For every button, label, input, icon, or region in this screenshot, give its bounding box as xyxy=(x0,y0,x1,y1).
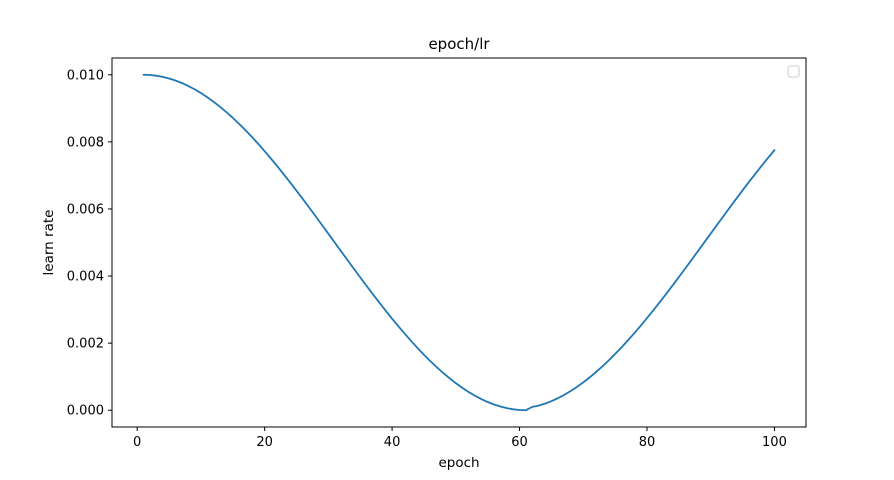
legend-box xyxy=(787,65,800,78)
series-line xyxy=(142,73,776,412)
plot-frame xyxy=(111,57,807,428)
x-tick-label: 100 xyxy=(762,435,787,450)
y-tick-label: 0.006 xyxy=(67,202,104,217)
y-tick-label: 0.010 xyxy=(67,68,104,83)
x-tick-label: 60 xyxy=(511,435,528,450)
y-axis-label: learn rate xyxy=(41,210,57,276)
y-tick-label: 0.000 xyxy=(67,404,104,419)
x-tick-label: 20 xyxy=(256,435,273,450)
x-tick-label: 80 xyxy=(639,435,656,450)
x-tick-label: 40 xyxy=(384,435,401,450)
x-axis-ticks: 0 20 40 60 80 100 xyxy=(133,427,787,450)
y-tick-label: 0.002 xyxy=(67,337,104,352)
x-axis-label: epoch xyxy=(438,455,479,471)
y-axis-ticks: 0.000 0.002 0.004 0.006 0.008 0.010 xyxy=(67,68,112,419)
x-tick-label: 0 xyxy=(133,435,141,450)
chart-title: epoch/lr xyxy=(428,35,490,53)
y-tick-label: 0.008 xyxy=(67,135,104,150)
y-tick-label: 0.004 xyxy=(67,270,104,285)
